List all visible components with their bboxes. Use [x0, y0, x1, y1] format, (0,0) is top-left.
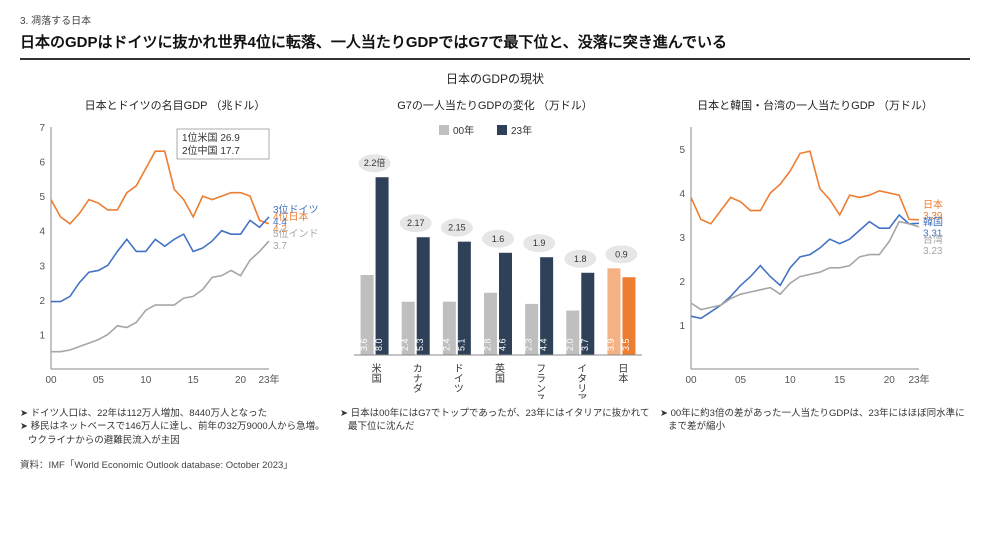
chart1-note: ➤ 移民はネットベースで146万人に達し、前年の32万9000人から急増。ウクラ…	[20, 420, 330, 447]
svg-text:2: 2	[39, 296, 45, 307]
svg-text:日本: 日本	[923, 198, 943, 211]
svg-text:0.9: 0.9	[615, 249, 628, 259]
chart1-note: ➤ ドイツ人口は、22年は112万人増加、8440万人となった	[20, 407, 330, 420]
svg-text:4: 4	[39, 227, 45, 238]
svg-text:1: 1	[39, 330, 45, 341]
svg-text:3.7: 3.7	[273, 241, 287, 252]
svg-text:3.9: 3.9	[606, 338, 616, 351]
svg-text:00年: 00年	[453, 124, 474, 137]
svg-text:2.4: 2.4	[400, 338, 410, 351]
svg-text:4.6: 4.6	[498, 338, 508, 351]
svg-text:2.15: 2.15	[448, 223, 466, 233]
svg-text:8.0: 8.0	[374, 338, 384, 351]
chart1-col: 日本とドイツの名目GDP （兆ドル） 1 2 3 4 5 6 7 00 05 10 15 20 23年 4…	[20, 97, 330, 447]
svg-text:韓国: 韓国	[923, 216, 943, 228]
svg-text:23年: 23年	[511, 124, 532, 137]
svg-text:4: 4	[679, 189, 685, 200]
chart2-title: G7の一人当たりGDPの変化 （万ドル）	[397, 97, 593, 113]
chart3: 12345000510152023年日本3.39韓国3.31台湾3.23	[665, 119, 965, 399]
svg-text:5: 5	[679, 145, 685, 156]
source-text: 資料：IMF「World Economic Outlook database: …	[20, 457, 970, 471]
svg-text:5.3: 5.3	[415, 338, 425, 351]
chart1-notes: ➤ ドイツ人口は、22年は112万人増加、8440万人となった ➤ 移民はネット…	[20, 407, 330, 447]
chart3-notes: ➤ 00年に約3倍の差があった一人当たりGDPは、23年にはほぼ同水準にまで差が…	[660, 407, 970, 434]
svg-text:2.0: 2.0	[565, 338, 575, 351]
svg-text:3: 3	[39, 261, 45, 272]
chart1-title: 日本とドイツの名目GDP （兆ドル）	[85, 97, 266, 113]
svg-text:15: 15	[834, 375, 846, 386]
svg-text:4.4: 4.4	[539, 338, 549, 351]
svg-text:23年: 23年	[258, 373, 279, 386]
svg-text:フランス: フランス	[534, 363, 545, 399]
svg-text:3.5: 3.5	[621, 338, 631, 351]
chart2-col: G7の一人当たりGDPの変化 （万ドル） 00年 23年 3.6 8.0 2.2倍米国 2…	[340, 97, 650, 447]
svg-text:3.6: 3.6	[359, 338, 369, 351]
svg-text:2位中国 17.7: 2位中国 17.7	[182, 144, 240, 157]
svg-text:00: 00	[685, 375, 697, 386]
svg-text:1位米国 26.9: 1位米国 26.9	[182, 131, 240, 144]
svg-text:5: 5	[39, 192, 45, 203]
svg-text:20: 20	[884, 375, 896, 386]
svg-text:6: 6	[39, 158, 45, 169]
svg-text:00: 00	[45, 375, 57, 386]
svg-text:2.2倍: 2.2倍	[364, 157, 386, 168]
svg-text:5.1: 5.1	[456, 338, 466, 351]
overall-title: 日本のGDPの現状	[20, 70, 970, 87]
svg-text:カナダ: カナダ	[410, 363, 422, 393]
svg-text:23年: 23年	[908, 373, 929, 386]
svg-text:7: 7	[39, 123, 45, 134]
svg-text:1.9: 1.9	[533, 238, 546, 248]
svg-text:10: 10	[785, 375, 797, 386]
svg-text:1.6: 1.6	[492, 234, 505, 244]
svg-text:3: 3	[679, 233, 685, 244]
chart3-col: 日本と韓国・台湾の一人当たりGDP （万ドル） 1 2 3 4 5 00 05 10 15 20 2…	[660, 97, 970, 447]
svg-text:15: 15	[188, 375, 200, 386]
svg-text:05: 05	[93, 375, 105, 386]
svg-text:米国: 米国	[369, 362, 381, 384]
chart2: 00年 23年 3.6 8.0 2.2倍米国 2.4 5.3 2.17 カナダ 2.4 5.1 2.1…	[340, 119, 650, 399]
svg-text:05: 05	[735, 375, 747, 386]
svg-text:4.4: 4.4	[273, 217, 287, 228]
chart2-notes: ➤ 日本は00年にはG7でトップであったが、23年にはイタリアに抜かれて最下位に…	[340, 407, 650, 434]
svg-text:3.23: 3.23	[923, 246, 943, 257]
svg-text:2.4: 2.4	[441, 338, 451, 351]
svg-text:3.7: 3.7	[580, 338, 590, 351]
svg-text:英国: 英国	[493, 362, 505, 384]
chart3-title: 日本と韓国・台湾の一人当たりGDP （万ドル）	[697, 97, 933, 113]
svg-text:2.3: 2.3	[524, 338, 534, 351]
svg-text:イタリア: イタリア	[575, 363, 587, 399]
chart3-note: ➤ 00年に約3倍の差があった一人当たりGDPは、23年にはほぼ同水準にまで差が…	[660, 407, 970, 434]
svg-text:2: 2	[679, 277, 685, 288]
svg-text:2.17: 2.17	[407, 218, 425, 228]
svg-text:ドイツ: ドイツ	[451, 363, 463, 393]
svg-text:日本: 日本	[616, 363, 628, 384]
svg-text:1.8: 1.8	[574, 254, 587, 264]
chart2-note: ➤ 日本は00年にはG7でトップであったが、23年にはイタリアに抜かれて最下位に…	[340, 407, 650, 434]
svg-text:5位インド: 5位インド	[273, 227, 319, 240]
chart1: 1234567000510152023年4位日本4.23位ドイツ4.45位インド…	[25, 119, 325, 399]
section-label: 3. 凋落する日本	[20, 12, 970, 27]
svg-text:20: 20	[235, 375, 247, 386]
svg-text:2.8: 2.8	[483, 338, 493, 351]
svg-text:1: 1	[679, 321, 685, 332]
charts-row: 日本とドイツの名目GDP （兆ドル） 1234567000510152023年4…	[20, 97, 970, 447]
svg-text:10: 10	[140, 375, 152, 386]
svg-text:3位ドイツ: 3位ドイツ	[273, 203, 319, 216]
page-title: 日本のGDPはドイツに抜かれ世界4位に転落、一人当たりGDPではG7で最下位と、…	[20, 31, 970, 60]
svg-text:台湾: 台湾	[923, 233, 943, 246]
